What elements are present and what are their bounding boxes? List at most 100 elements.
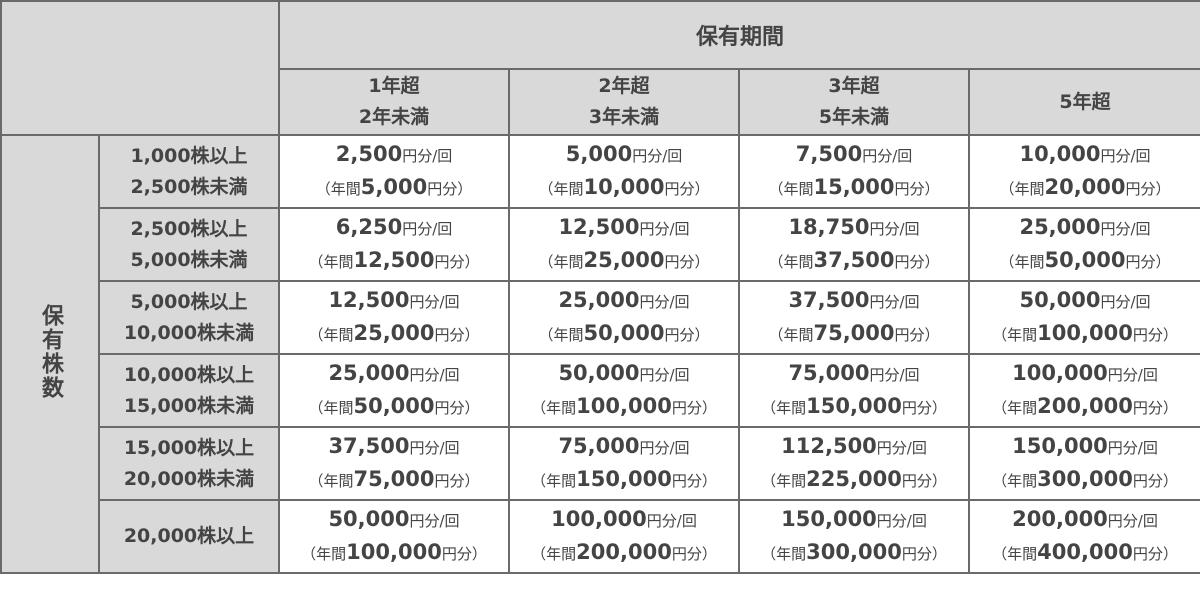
per-time-unit: 円分/回: [409, 511, 460, 530]
annual-amount: 300,000: [806, 539, 902, 564]
annual-line: （年間50,000円分）: [280, 391, 508, 424]
row-label-line: 10,000株以上: [123, 363, 255, 386]
per-time-unit: 円分/回: [402, 219, 453, 238]
annual-amount: 200,000: [1037, 393, 1133, 418]
annual-open: （年間: [538, 252, 584, 271]
annual-amount: 15,000: [813, 174, 895, 199]
per-time-amount: 6,250: [335, 214, 403, 239]
body-row: 20,000株以上 50,000円分/回 （年間100,000円分） 100,000円…: [1, 499, 1200, 574]
per-time-unit: 円分/回: [639, 438, 690, 457]
annual-amount: 75,000: [813, 320, 895, 345]
per-time-amount: 37,500: [328, 433, 410, 458]
corner-cell: [0, 0, 280, 136]
per-time-line: 5,000円分/回: [510, 139, 738, 172]
annual-open: （年間: [768, 252, 814, 271]
per-time-amount: 100,000: [1012, 360, 1108, 385]
per-time-line: 50,000円分/回: [510, 358, 738, 391]
per-time-unit: 円分/回: [632, 146, 683, 165]
per-time-line: 25,000円分/回: [970, 212, 1200, 245]
annual-open: （年間: [531, 398, 577, 417]
annual-line: （年間25,000円分）: [280, 318, 508, 351]
per-time-amount: 18,750: [788, 214, 870, 239]
benefit-cell: 7,500円分/回 （年間15,000円分）: [738, 134, 970, 209]
per-time-amount: 50,000: [558, 360, 640, 385]
annual-open: （年間: [761, 471, 807, 490]
per-time-line: 12,500円分/回: [510, 212, 738, 245]
column-header-line: 2年未満: [358, 106, 430, 128]
annual-line: （年間5,000円分）: [280, 172, 508, 205]
annual-amount: 5,000: [360, 174, 428, 199]
row-label: 5,000株以上 10,000株未満: [98, 280, 280, 355]
body-row: 15,000株以上 20,000株未満 37,500円分/回 （年間75,000円分）…: [1, 426, 1200, 501]
annual-close: 円分）: [671, 471, 717, 490]
annual-close: 円分）: [894, 252, 940, 271]
benefit-cell: 2,500円分/回 （年間5,000円分）: [278, 134, 510, 209]
column-header: 1年超 2年未満: [278, 68, 510, 136]
per-time-amount: 12,500: [558, 214, 640, 239]
per-time-line: 37,500円分/回: [280, 431, 508, 464]
annual-close: 円分）: [1132, 398, 1178, 417]
per-time-unit: 円分/回: [862, 146, 913, 165]
annual-amount: 50,000: [1044, 247, 1126, 272]
row-label-line: 20,000株未満: [123, 467, 255, 490]
annual-close: 円分）: [901, 471, 947, 490]
annual-close: 円分）: [894, 325, 940, 344]
benefit-cell: 25,000円分/回 （年間50,000円分）: [278, 353, 510, 428]
per-time-unit: 円分/回: [409, 438, 460, 457]
row-label: 15,000株以上 20,000株未満: [98, 426, 280, 501]
per-time-unit: 円分/回: [1107, 511, 1158, 530]
annual-line: （年間200,000円分）: [970, 391, 1200, 424]
per-time-unit: 円分/回: [1107, 438, 1158, 457]
row-label-line: 20,000株以上: [123, 525, 255, 547]
annual-line: （年間20,000円分）: [970, 172, 1200, 205]
per-time-unit: 円分/回: [409, 365, 460, 384]
annual-open: （年間: [999, 252, 1045, 271]
annual-close: 円分）: [901, 544, 947, 563]
per-time-amount: 50,000: [328, 506, 410, 531]
period-header: 保有期間: [277, 0, 1200, 70]
annual-close: 円分）: [434, 471, 480, 490]
annual-line: （年間15,000円分）: [740, 172, 968, 205]
annual-line: （年間50,000円分）: [970, 245, 1200, 278]
annual-amount: 225,000: [806, 466, 902, 491]
annual-line: （年間37,500円分）: [740, 245, 968, 278]
annual-close: 円分）: [664, 252, 710, 271]
per-time-line: 10,000円分/回: [970, 139, 1200, 172]
per-time-unit: 円分/回: [646, 511, 697, 530]
per-time-unit: 円分/回: [869, 292, 920, 311]
header-row: 1年超 2年未満 2年超 3年未満 3年超 5年未満 5年超: [1, 68, 1200, 136]
annual-amount: 75,000: [353, 466, 435, 491]
column-header-line: 5年超: [1059, 90, 1111, 113]
annual-amount: 100,000: [576, 393, 672, 418]
annual-close: 円分）: [671, 544, 717, 563]
benefit-cell: 37,500円分/回 （年間75,000円分）: [278, 426, 510, 501]
per-time-line: 150,000円分/回: [970, 431, 1200, 464]
column-header-line: 3年未満: [588, 106, 660, 128]
annual-close: 円分）: [434, 252, 480, 271]
benefit-cell: 50,000円分/回 （年間100,000円分）: [967, 280, 1200, 355]
annual-close: 円分）: [664, 325, 710, 344]
annual-amount: 100,000: [1037, 320, 1133, 345]
benefit-cell: 50,000円分/回 （年間100,000円分）: [508, 353, 740, 428]
benefit-cell: 75,000円分/回 （年間150,000円分）: [508, 426, 740, 501]
per-time-line: 50,000円分/回: [280, 504, 508, 537]
per-time-line: 25,000円分/回: [510, 285, 738, 318]
annual-line: （年間400,000円分）: [970, 537, 1200, 570]
row-label-line: 10,000株未満: [123, 321, 255, 344]
annual-amount: 50,000: [583, 320, 665, 345]
row-label-line: 5,000株未満: [130, 248, 248, 271]
column-header-line: 5年未満: [818, 106, 890, 128]
column-header-line: 3年超: [828, 75, 880, 97]
annual-amount: 25,000: [583, 247, 665, 272]
corner-label: 保有株数: [38, 304, 63, 400]
benefit-cell: 12,500円分/回 （年間25,000円分）: [508, 207, 740, 282]
annual-close: 円分）: [664, 179, 710, 198]
benefit-cell: 150,000円分/回 （年間300,000円分）: [967, 426, 1200, 501]
per-time-amount: 5,000: [565, 141, 633, 166]
per-time-unit: 円分/回: [1100, 292, 1151, 311]
body-row: 保有株数 1,000株以上 2,500株未満 2,500円分/回 （年間5,000円分）…: [0, 134, 1200, 574]
annual-open: （年間: [308, 325, 354, 344]
annual-close: 円分）: [1132, 325, 1178, 344]
per-time-unit: 円分/回: [1100, 219, 1151, 238]
annual-amount: 300,000: [1037, 466, 1133, 491]
